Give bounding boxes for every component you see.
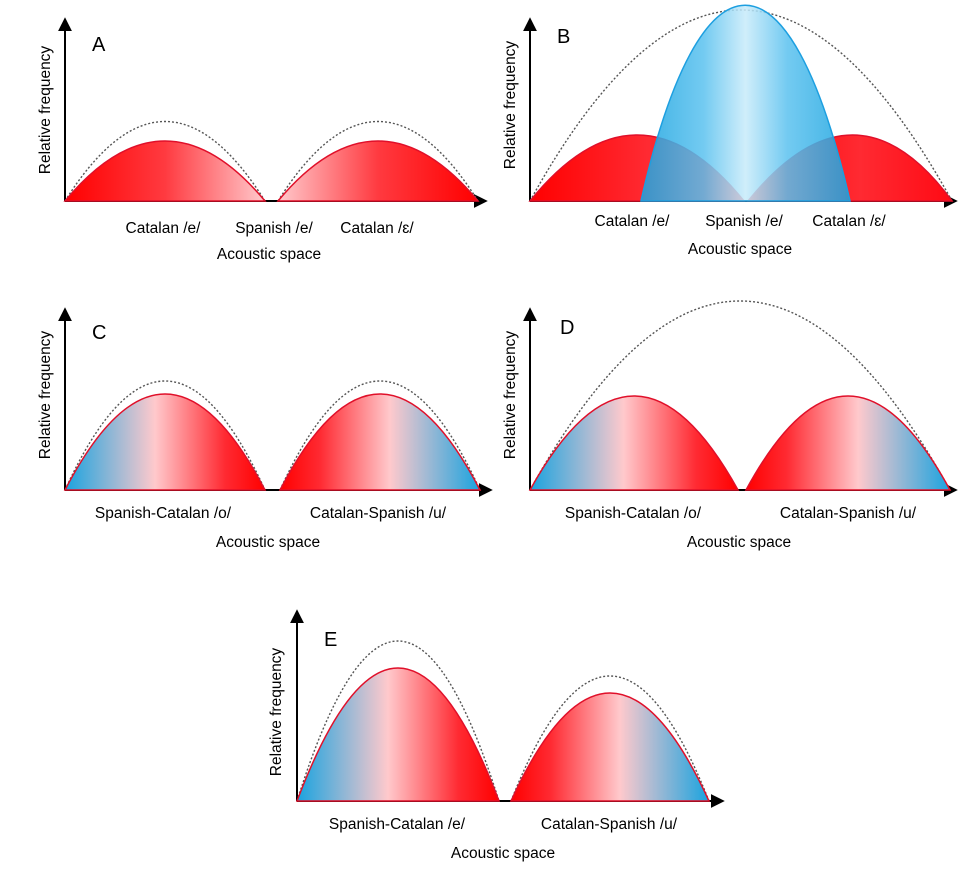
panel-label: E bbox=[324, 629, 337, 651]
panel-d: D Relative frequency Spanish-Catalan /o/… bbox=[502, 300, 958, 551]
tick-label: Spanish-Catalan /o/ bbox=[565, 505, 702, 522]
distribution-spanish-catalan-o bbox=[528, 395, 740, 491]
tick-label: Spanish-Catalan /e/ bbox=[329, 816, 466, 833]
distribution-catalan-open-e bbox=[276, 140, 480, 202]
distribution-spanish-catalan-o bbox=[63, 393, 267, 491]
x-axis-label: Acoustic space bbox=[687, 534, 791, 551]
distribution-catalan-spanish-u bbox=[278, 393, 482, 491]
distribution-spanish-catalan-e bbox=[295, 667, 501, 802]
x-axis-label: Acoustic space bbox=[451, 845, 555, 862]
tick-label: Catalan /ɛ/ bbox=[340, 220, 414, 237]
panel-e: E Relative frequency Spanish-Catalan /e/… bbox=[268, 609, 725, 862]
y-axis-label: Relative frequency bbox=[268, 648, 285, 777]
tick-label: Catalan /e/ bbox=[126, 220, 202, 237]
envelope-curve-c2 bbox=[279, 380, 481, 491]
tick-label: Spanish-Catalan /o/ bbox=[95, 505, 232, 522]
tick-label: Spanish /e/ bbox=[235, 220, 313, 237]
panel-c: C Relative frequency Spanish-Catalan /o/… bbox=[37, 307, 493, 551]
envelope-curve-d bbox=[529, 300, 951, 491]
distribution-catalan-spanish-u bbox=[744, 395, 952, 491]
panel-b: B Relative frequency Catalan /e/ Spanish… bbox=[502, 4, 958, 258]
tick-label: Catalan-Spanish /u/ bbox=[541, 816, 678, 833]
panel-a: A Relative frequency Catalan /e/ Spanish… bbox=[37, 17, 488, 263]
distribution-catalan-spanish-u bbox=[509, 692, 711, 802]
x-axis-label: Acoustic space bbox=[216, 534, 320, 551]
envelope-curve-e2 bbox=[510, 675, 710, 802]
panel-label: D bbox=[560, 317, 574, 339]
envelope-curve-a1 bbox=[64, 120, 266, 202]
distribution-spanish-e bbox=[640, 4, 851, 202]
tick-label: Catalan /ɛ/ bbox=[812, 213, 886, 230]
tick-label: Catalan /e/ bbox=[595, 213, 671, 230]
panel-label: B bbox=[557, 26, 570, 48]
y-axis-label: Relative frequency bbox=[502, 331, 519, 460]
x-axis-label: Acoustic space bbox=[217, 246, 321, 263]
y-axis-label: Relative frequency bbox=[37, 46, 54, 175]
y-axis-label: Relative frequency bbox=[37, 331, 54, 460]
panel-label: C bbox=[92, 322, 106, 344]
tick-label: Catalan-Spanish /u/ bbox=[780, 505, 917, 522]
panel-label: A bbox=[92, 34, 106, 56]
envelope-curve-c1 bbox=[64, 380, 266, 491]
envelope-curve-e1 bbox=[296, 640, 500, 802]
envelope-curve-a2 bbox=[277, 120, 479, 202]
x-axis-label: Acoustic space bbox=[688, 241, 792, 258]
y-axis-label: Relative frequency bbox=[502, 41, 519, 170]
tick-label: Spanish /e/ bbox=[705, 213, 783, 230]
distribution-catalan-e bbox=[63, 140, 267, 202]
tick-label: Catalan-Spanish /u/ bbox=[310, 505, 447, 522]
